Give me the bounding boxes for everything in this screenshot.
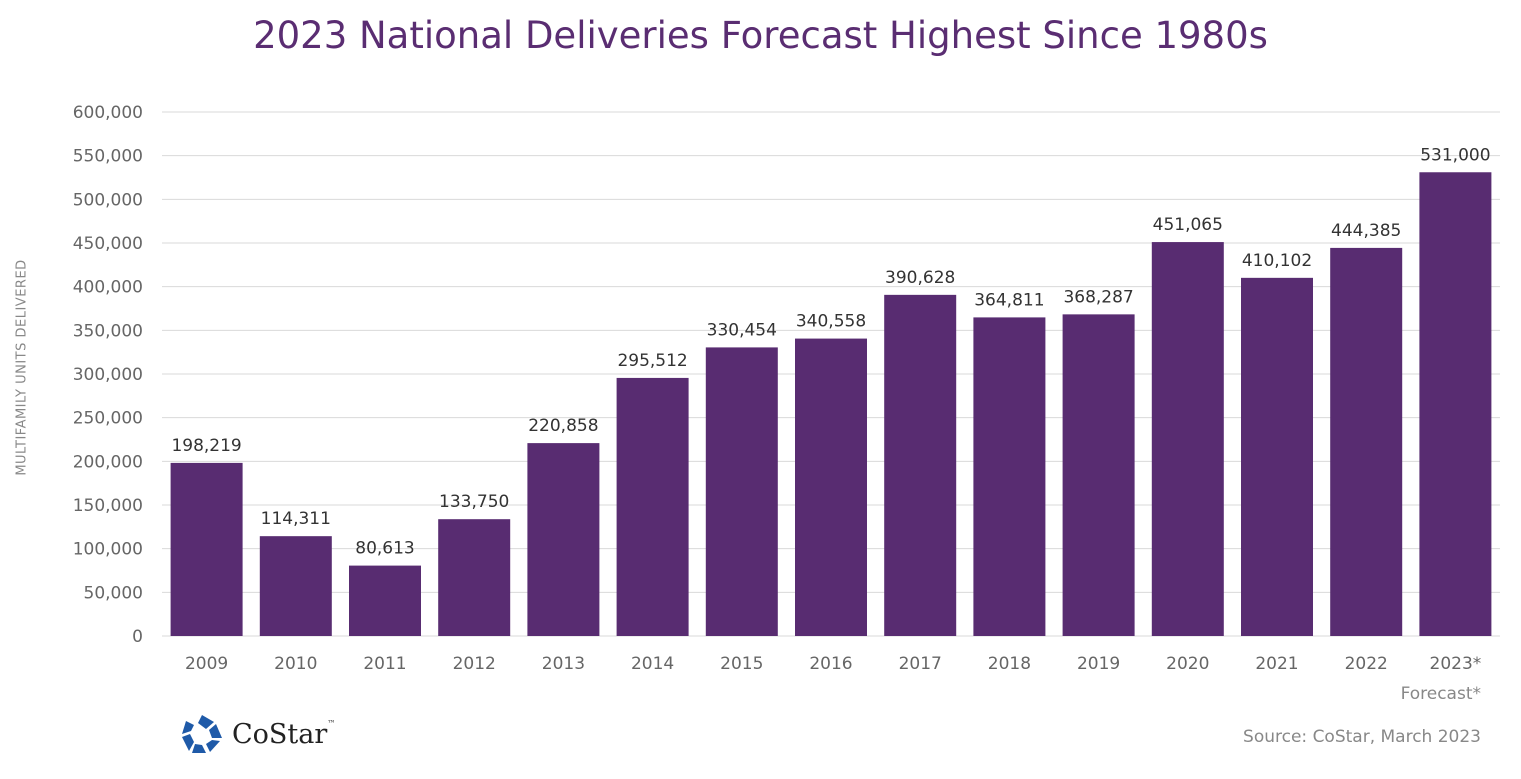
x-tick-label: 2016 [809,654,852,674]
bar-2014 [616,377,689,636]
data-label: 80,613 [355,539,414,559]
data-label: 220,858 [528,416,598,436]
bar-2020 [1151,242,1224,637]
data-label: 198,219 [171,436,241,456]
y-tick-label: 250,000 [73,409,143,429]
bar-2016 [795,338,867,636]
x-tick-label: 2023* [1430,654,1482,674]
bar-2019 [1062,314,1135,636]
x-tick-label: 2021 [1255,654,1298,674]
data-label: 295,512 [617,351,687,371]
y-tick-label: 450,000 [73,234,143,254]
data-label: 444,385 [1331,221,1401,241]
x-tick-label: 2013 [542,654,585,674]
x-tick-label: 2010 [274,654,317,674]
x-tick-label: 2019 [1077,654,1120,674]
data-label: 330,454 [707,320,777,340]
y-tick-label: 500,000 [73,190,143,210]
bar-2013 [527,443,600,636]
data-label: 531,000 [1420,145,1490,165]
bar-2023* [1419,172,1492,636]
y-tick-label: 150,000 [73,496,143,516]
bar-2009 [170,462,243,636]
costar-star-icon [182,715,222,753]
logo-tm: ™ [327,718,336,728]
data-label: 410,102 [1242,251,1312,271]
logo-wordmark: CoStar [232,718,328,750]
bar-2011 [349,565,421,636]
data-label: 451,065 [1153,215,1223,235]
y-tick-label: 50,000 [84,583,143,603]
data-label: 390,628 [885,268,955,288]
forecast-footnote: Forecast* [1400,684,1481,704]
x-tick-label: 2012 [453,654,496,674]
bar-2012 [438,519,511,636]
x-tick-label: 2009 [185,654,228,674]
bar-2018 [973,317,1046,636]
y-tick-label: 100,000 [73,540,143,560]
y-tick-label: 0 [132,627,143,647]
x-tick-label: 2015 [720,654,763,674]
source-note: Source: CoStar, March 2023 [1243,727,1481,747]
data-label: 368,287 [1063,287,1133,307]
x-tick-label: 2014 [631,654,674,674]
data-label: 133,750 [439,492,509,512]
data-label: 340,558 [796,312,866,332]
x-tick-label: 2020 [1166,654,1209,674]
x-tick-label: 2018 [988,654,1031,674]
chart-title: 2023 National Deliveries Forecast Highes… [253,14,1268,57]
bar-2017 [884,294,957,636]
x-tick-label: 2022 [1345,654,1388,674]
bar-2015 [705,347,778,636]
y-tick-label: 350,000 [73,321,143,341]
x-tick-label: 2017 [899,654,942,674]
y-tick-label: 200,000 [73,452,143,472]
data-label: 114,311 [261,509,331,529]
y-tick-label: 600,000 [73,103,143,123]
y-tick-label: 550,000 [73,147,143,167]
bar-2010 [259,536,332,636]
x-tick-label: 2011 [363,654,406,674]
logo-text: CoStar™ [232,719,335,750]
y-axis-label: MULTIFAMILY UNITS DELIVERED [14,259,30,476]
costar-logo: CoStar™ [180,714,335,754]
bar-2021 [1241,277,1313,636]
bar-2022 [1330,247,1403,637]
y-tick-label: 400,000 [73,278,143,298]
data-label: 364,811 [974,290,1044,310]
y-tick-label: 300,000 [73,365,143,385]
